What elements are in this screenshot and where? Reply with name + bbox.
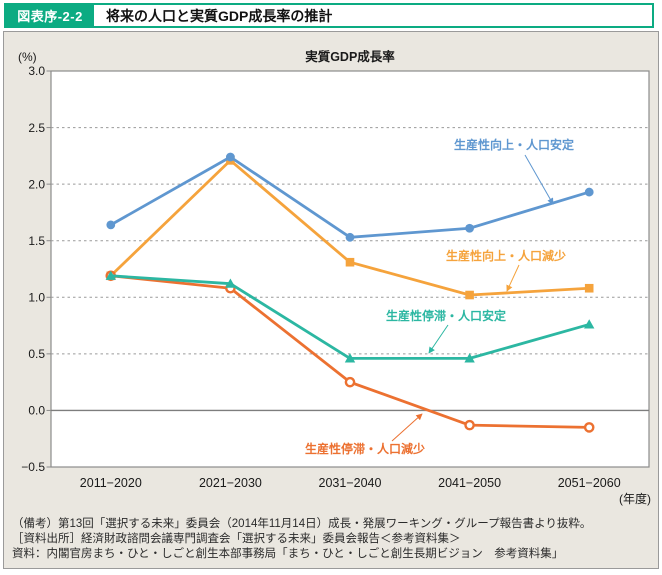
series-annotation-3: 生産性停滞・人口減少	[305, 413, 425, 456]
y-tick-label: −0.5	[21, 460, 45, 474]
series-markers-2	[105, 270, 595, 363]
gdp-growth-line-chart: 3.0 2.5 2.0 1.5 1.0 0.5 0.0 −0.5 (%) 実質GDP成長率 2011…	[18, 49, 651, 506]
chart-title: 実質GDP成長率	[305, 49, 395, 64]
data-point-marker	[345, 232, 355, 242]
series-markers-0	[106, 152, 594, 242]
series-annotation-2: 生産性停滞・人口安定	[386, 308, 506, 354]
annotation-label: 生産性向上・人口安定	[454, 137, 574, 152]
y-tick-label: 1.5	[28, 234, 45, 248]
data-point-marker	[226, 152, 235, 162]
y-tick-label: 2.5	[28, 121, 45, 135]
x-tick-label: 2011−2020	[80, 476, 142, 490]
data-point-marker	[105, 270, 116, 280]
y-unit-label: (%)	[18, 50, 37, 64]
y-tick-label: 2.0	[28, 177, 45, 191]
figure-title: 将来の人口と実質GDP成長率の推計	[106, 7, 333, 24]
data-point-marker	[464, 353, 475, 363]
annotation-label: 生産性停滞・人口安定	[386, 308, 506, 323]
y-axis-labels: 3.0 2.5 2.0 1.5 1.0 0.5 0.0 −0.5	[21, 64, 45, 474]
x-unit-label: (年度)	[619, 491, 651, 506]
annotation-arrow	[428, 324, 449, 354]
data-point-marker	[344, 376, 356, 388]
data-point-marker	[106, 220, 116, 230]
note-line: ［資料出所］経済財政諮問会議専門調査会「選択する未来」委員会報告＜参考資料集＞	[12, 533, 461, 545]
data-point-marker	[464, 419, 475, 431]
figure-header: 図表序-2-2 将来の人口と実質GDP成長率の推計	[4, 3, 654, 28]
x-tick-label: 2021−2030	[199, 476, 262, 490]
note-line: 資料：内閣官房まち・ひと・しごと創生本部事務局「まち・ひと・しごと創生長期ビジョ…	[12, 548, 564, 560]
annotation-arrow	[524, 154, 554, 205]
x-tick-label: 2051−2060	[558, 476, 621, 490]
annotation-arrow	[391, 413, 423, 442]
y-tick-label: 1.0	[28, 290, 45, 304]
data-point-marker	[465, 223, 474, 233]
data-point-marker	[583, 422, 595, 433]
data-point-marker	[344, 353, 356, 363]
annotation-label: 生産性停滞・人口減少	[305, 441, 425, 456]
y-tick-label: 0.5	[28, 347, 45, 361]
annotation-arrow	[506, 264, 520, 292]
x-axis-labels: 2011−2020 2021−2030 2031−2040 2041−2050 2051…	[80, 476, 651, 506]
y-tick-label: 0.0	[28, 404, 45, 418]
data-point-marker	[225, 278, 236, 288]
series-annotation-1: 生産性向上・人口減少	[446, 248, 566, 292]
data-point-marker	[584, 319, 595, 329]
y-tick-label: 3.0	[28, 64, 45, 78]
note-line: （備考）第13回「選択する未来」委員会（2014年11月14日）成長・発展ワーキ…	[12, 518, 592, 530]
data-point-marker	[584, 283, 594, 293]
series-annotation-0: 生産性向上・人口安定	[454, 137, 574, 205]
plot-area	[50, 70, 650, 468]
data-point-marker	[584, 187, 594, 197]
x-tick-label: 2041−2050	[438, 476, 501, 490]
chart-panel: 3.0 2.5 2.0 1.5 1.0 0.5 0.0 −0.5 (%) 実質GDP成長率 2011…	[3, 31, 659, 569]
data-point-marker	[465, 290, 474, 300]
annotation-label: 生産性向上・人口減少	[446, 248, 566, 263]
x-tick-label: 2031−2040	[319, 476, 382, 490]
figure-number-badge: 図表序-2-2	[6, 5, 94, 26]
data-point-marker	[345, 257, 355, 267]
source-notes: （備考）第13回「選択する未来」委員会（2014年11月14日）成長・発展ワーキ…	[12, 517, 652, 562]
